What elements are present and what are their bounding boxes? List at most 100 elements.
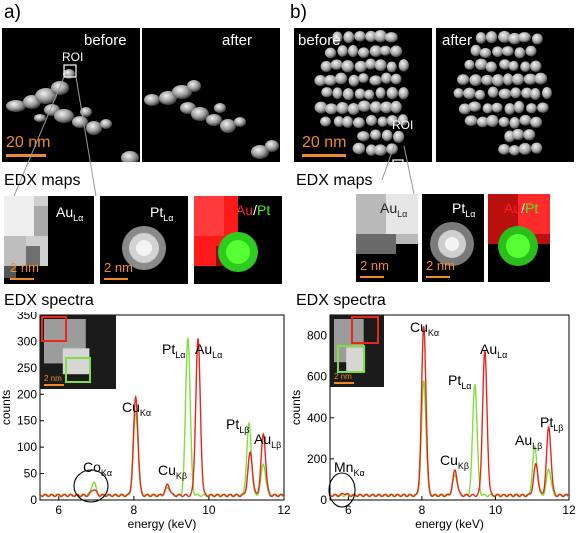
nanoparticle (491, 74, 505, 87)
nanoparticle (508, 32, 522, 45)
nanoparticle (380, 101, 393, 114)
panel-b-map-au-pixels (356, 194, 418, 254)
nanoparticle (374, 29, 387, 43)
nanoparticle (530, 87, 541, 101)
nanoparticle (314, 101, 328, 114)
panel-b-map-pt-label: PtLα (452, 200, 476, 219)
nanoparticle (520, 61, 531, 73)
peak-label: PtLβ (226, 416, 249, 435)
panel-a-scalebar-label: 20 nm (6, 134, 51, 151)
nanoparticle (541, 86, 552, 99)
x-tick-label: 8 (419, 503, 426, 517)
nanoparticle (474, 89, 486, 100)
nanoparticle (398, 87, 409, 100)
x-tick-label: 6 (55, 503, 62, 517)
plot-frame (39, 314, 285, 501)
nanoparticle (453, 88, 464, 99)
y-tick-label: 0 (320, 493, 327, 507)
panel-b-map-overlay: Au/Pt (488, 194, 550, 282)
panel-b-map-au-label: AuLα (380, 200, 408, 219)
nanoparticle (337, 45, 348, 57)
peak-label: PtLα (448, 372, 471, 391)
inset-roi-green (337, 345, 365, 373)
nanoparticle (485, 31, 498, 44)
y-tick-label: 200 (17, 387, 37, 401)
panel-a-edx-maps-title: EDX maps (4, 172, 81, 189)
panel-b-map-scalebar-label: 2 nm (360, 258, 389, 273)
nanoparticle (332, 31, 343, 44)
nanoparticle (491, 102, 503, 113)
nanoparticle (458, 103, 471, 115)
nanoparticle (530, 60, 542, 72)
nanoparticle (321, 87, 333, 98)
nanoparticle (358, 47, 370, 58)
x-tick-label: 10 (202, 503, 216, 517)
x-axis-label: energy (keV) (128, 517, 197, 531)
nanoparticle (475, 32, 487, 44)
nanoparticle (509, 116, 520, 129)
panel-b-map-scalebar (360, 276, 384, 278)
nanoparticle (464, 59, 475, 70)
nanoparticle (504, 103, 516, 115)
nanoparticle (492, 46, 504, 58)
nanoparticle (384, 32, 398, 43)
panel-b-roi-label: ROI (392, 118, 414, 132)
nanoparticle (354, 30, 366, 42)
nanoparticle (508, 145, 521, 156)
nanoparticle (390, 45, 403, 58)
y-tick-label: 300 (17, 334, 37, 348)
y-tick-label: 400 (307, 411, 327, 425)
nanoparticle (526, 103, 537, 114)
nanoparticle (523, 129, 536, 141)
panel-a-after-image: after (142, 28, 280, 162)
x-tick-label: 12 (562, 503, 576, 517)
nanoparticle (397, 114, 409, 126)
plot-frame (329, 314, 570, 501)
y-tick-label: 350 (17, 312, 37, 322)
nanoparticle (479, 47, 492, 59)
y-tick-label: 50 (24, 467, 38, 481)
nanoparticle (379, 45, 392, 56)
panel-b-map-pt-pixels (430, 222, 474, 266)
nanoparticle (370, 129, 382, 141)
panel-b-edx-spectra-title: EDX spectra (296, 292, 386, 309)
panel-b-after-image: after (436, 28, 574, 162)
nanoparticle (352, 142, 366, 155)
nanoparticle (514, 47, 526, 59)
peak-label: PtLβ (540, 414, 563, 433)
nanoparticle (381, 129, 393, 142)
nanoparticle (498, 30, 511, 43)
peak-label: AuLβ (254, 431, 281, 450)
panel-a-map-overlay-pixels (194, 196, 258, 272)
nanoparticle (332, 87, 343, 100)
nanoparticle (476, 116, 489, 128)
panel-a-map-pt-pixels (122, 226, 166, 270)
panel-a-map-au-pixels (4, 196, 48, 278)
nanoparticle (517, 32, 531, 43)
panel-a-map-overlay-label: Au/Pt (236, 202, 271, 218)
peak-label: PtLα (162, 341, 185, 360)
peak-label: CuKβ (440, 452, 469, 471)
nanoparticle (365, 30, 377, 43)
inset-scalebar-label: 2 nm (334, 372, 352, 381)
nanoparticle (508, 60, 519, 72)
nanoparticle (398, 59, 409, 72)
panel-b-map-au: AuLα 2 nm (356, 194, 418, 282)
x-tick-label: 6 (345, 503, 352, 517)
panel-b-letter: b) (290, 2, 307, 23)
panel-a-scalebar (6, 154, 46, 157)
panel-b-before-label: before (298, 32, 341, 49)
nanoparticle (525, 45, 537, 57)
nanoparticle (502, 73, 514, 86)
nanoparticle (481, 74, 494, 86)
y-tick-label: 100 (17, 440, 37, 454)
inset-roi-red (41, 316, 67, 342)
y-tick-label: 800 (307, 329, 327, 343)
nanoparticle (369, 45, 382, 57)
panel-b-map-pt: PtLα 2 nm (422, 194, 484, 282)
nanoparticle (498, 116, 510, 128)
panel-a-letter: a) (4, 2, 21, 23)
nanoparticle (386, 61, 397, 73)
nanoparticle (519, 114, 532, 126)
peak-label: CuKβ (158, 462, 187, 481)
